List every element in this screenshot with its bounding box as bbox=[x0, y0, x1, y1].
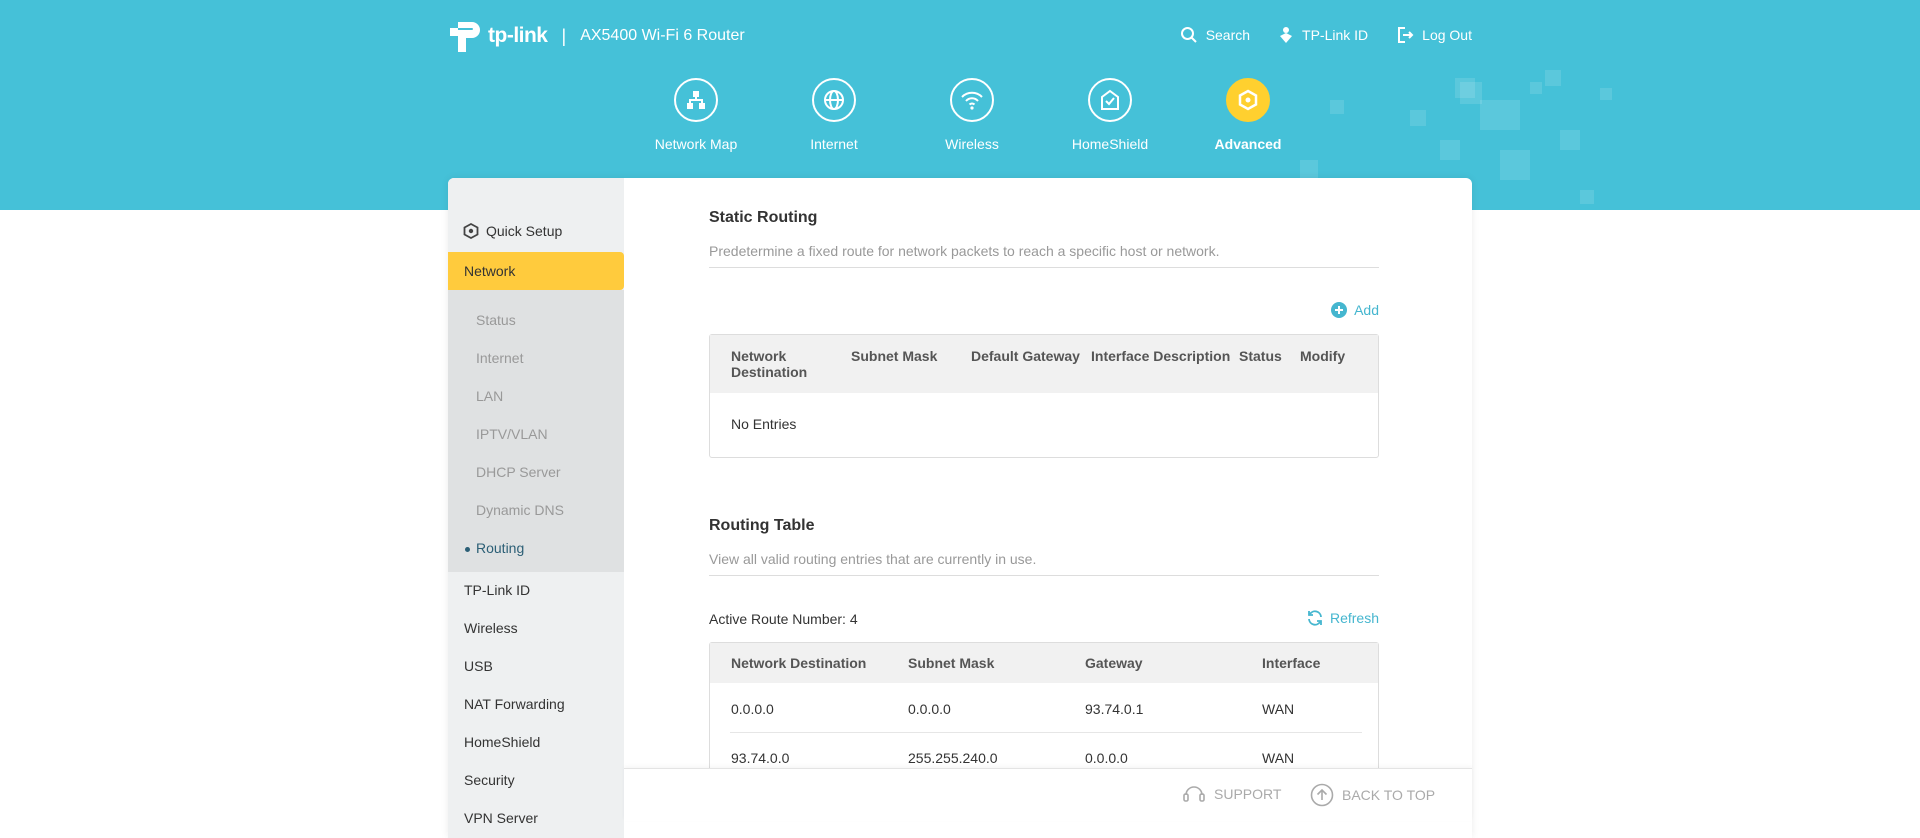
sidebar-item-wireless[interactable]: Wireless bbox=[464, 620, 518, 636]
section-divider bbox=[709, 267, 1379, 268]
search-label: Search bbox=[1205, 27, 1251, 43]
column-header: Network Destination bbox=[731, 655, 867, 671]
table-header: Network Destination Subnet Mask Default … bbox=[710, 335, 1378, 393]
main-nav: Network Map Internet Wireless HomeShield… bbox=[627, 78, 1317, 188]
static-routing-description: Predetermine a fixed route for network p… bbox=[709, 243, 1220, 259]
table-cell: 93.74.0.1 bbox=[1085, 701, 1144, 717]
headset-icon bbox=[1183, 786, 1205, 802]
nav-internet[interactable]: Internet bbox=[765, 78, 903, 152]
sidebar-item-homeshield[interactable]: HomeShield bbox=[464, 734, 541, 750]
tplink-logo-icon bbox=[450, 22, 480, 52]
table-cell: WAN bbox=[1262, 750, 1295, 766]
static-routing-table: Network Destination Subnet Mask Default … bbox=[709, 334, 1379, 458]
sidebar-item-network[interactable]: Network bbox=[448, 252, 624, 290]
globe-icon bbox=[824, 90, 844, 110]
refresh-label: Refresh bbox=[1329, 610, 1379, 626]
column-header: Network Destination bbox=[731, 348, 808, 380]
row-divider bbox=[730, 732, 1362, 733]
sidebar-subitem-lan[interactable]: LAN bbox=[476, 388, 504, 404]
tplink-id-icon bbox=[1280, 27, 1293, 43]
tplink-id-button[interactable]: TP-Link ID bbox=[1278, 26, 1368, 44]
column-header: Subnet Mask bbox=[908, 655, 995, 671]
sidebar-subitem-iptv-vlan[interactable]: IPTV/VLAN bbox=[476, 426, 548, 442]
nav-wireless[interactable]: Wireless bbox=[903, 78, 1041, 152]
network-map-icon bbox=[687, 91, 705, 109]
gear-icon bbox=[1238, 89, 1258, 111]
sidebar-subitem-dhcp-server[interactable]: DHCP Server bbox=[476, 464, 561, 480]
column-header: Gateway bbox=[1085, 655, 1143, 671]
table-cell: 0.0.0.0 bbox=[731, 701, 774, 717]
nav-label: Network Map bbox=[654, 136, 738, 152]
logout-button[interactable]: Log Out bbox=[1396, 26, 1472, 44]
nav-label: Advanced bbox=[1214, 136, 1282, 152]
homeshield-icon bbox=[1101, 89, 1119, 110]
column-header: Default Gateway bbox=[971, 348, 1080, 364]
router-model: AX5400 Wi-Fi 6 Router bbox=[580, 27, 745, 44]
column-header: Modify bbox=[1300, 348, 1346, 364]
sidebar-item-vpn-server[interactable]: VPN Server bbox=[464, 810, 538, 826]
logo: tp-link | AX5400 Wi-Fi 6 Router bbox=[448, 18, 745, 54]
table-header: Network Destination Subnet Mask Gateway … bbox=[710, 643, 1378, 683]
main-card: Quick Setup Network Status Internet LAN … bbox=[448, 178, 1472, 838]
sidebar-item-security[interactable]: Security bbox=[464, 772, 515, 788]
search-icon bbox=[1180, 27, 1197, 43]
static-routing-title: Static Routing bbox=[709, 209, 818, 226]
routing-table-description: View all valid routing entries that are … bbox=[709, 551, 1037, 567]
network-submenu: Status Internet LAN IPTV/VLAN DHCP Serve… bbox=[448, 290, 624, 572]
brand-name: tp-link bbox=[488, 24, 548, 47]
search-button[interactable]: Search bbox=[1180, 26, 1250, 44]
section-divider bbox=[709, 575, 1379, 576]
table-cell: 255.255.240.0 bbox=[908, 750, 998, 766]
add-circle-icon bbox=[1331, 302, 1348, 318]
table-cell: WAN bbox=[1262, 701, 1295, 717]
wifi-icon bbox=[961, 91, 983, 110]
quick-setup-icon bbox=[463, 222, 479, 240]
sidebar-subitem-routing[interactable]: Routing bbox=[464, 540, 525, 556]
sidebar-item-usb[interactable]: USB bbox=[464, 658, 493, 674]
sidebar-item-quick-setup[interactable]: Quick Setup bbox=[462, 222, 562, 240]
tplink-id-label: TP-Link ID bbox=[1302, 27, 1369, 43]
nav-network-map[interactable]: Network Map bbox=[627, 78, 765, 152]
top-header: tp-link | AX5400 Wi-Fi 6 Router Search T… bbox=[448, 0, 1472, 80]
nav-homeshield[interactable]: HomeShield bbox=[1041, 78, 1179, 152]
sidebar-item-nat-forwarding[interactable]: NAT Forwarding bbox=[464, 696, 565, 712]
sidebar-item-label: Quick Setup bbox=[486, 223, 563, 239]
nav-label: Wireless bbox=[945, 136, 999, 152]
empty-table-text: No Entries bbox=[731, 416, 797, 432]
back-to-top-link[interactable]: BACK TO TOP bbox=[1310, 783, 1435, 807]
sidebar: Quick Setup Network Status Internet LAN … bbox=[448, 178, 624, 838]
sidebar-subitem-status[interactable]: Status bbox=[476, 312, 516, 328]
top-actions: Search TP-Link ID Log Out bbox=[1180, 26, 1472, 44]
column-header: Status bbox=[1239, 348, 1282, 364]
support-label: SUPPORT bbox=[1214, 786, 1282, 802]
nav-advanced[interactable]: Advanced bbox=[1179, 78, 1317, 188]
arrow-up-circle-icon bbox=[1310, 783, 1334, 807]
add-label: Add bbox=[1354, 302, 1379, 318]
routing-table-title: Routing Table bbox=[709, 517, 815, 534]
table-cell: 0.0.0.0 bbox=[1085, 750, 1128, 766]
sidebar-subitem-internet[interactable]: Internet bbox=[476, 350, 524, 366]
table-cell: 93.74.0.0 bbox=[731, 750, 790, 766]
logout-label: Log Out bbox=[1422, 27, 1472, 43]
support-link[interactable]: SUPPORT bbox=[1182, 783, 1281, 805]
active-route-number: Active Route Number: 4 bbox=[709, 611, 858, 627]
column-header: Interface bbox=[1262, 655, 1321, 671]
refresh-icon bbox=[1308, 610, 1322, 626]
refresh-button[interactable]: Refresh bbox=[1306, 609, 1379, 627]
back-to-top-label: BACK TO TOP bbox=[1342, 787, 1436, 803]
routing-table: Network Destination Subnet Mask Gateway … bbox=[709, 642, 1379, 783]
column-header: Interface Description bbox=[1091, 348, 1231, 364]
sidebar-subitem-dynamic-dns[interactable]: Dynamic DNS bbox=[476, 502, 564, 518]
nav-label: Internet bbox=[810, 136, 858, 152]
logout-icon bbox=[1398, 27, 1414, 43]
sidebar-item-tplink-id[interactable]: TP-Link ID bbox=[464, 582, 531, 598]
add-button[interactable]: Add bbox=[1330, 301, 1379, 319]
footer-bar: SUPPORT BACK TO TOP bbox=[624, 768, 1472, 821]
nav-label: HomeShield bbox=[1071, 136, 1149, 152]
logo-separator: | bbox=[561, 25, 567, 46]
column-header: Subnet Mask bbox=[851, 348, 938, 364]
table-cell: 0.0.0.0 bbox=[908, 701, 951, 717]
